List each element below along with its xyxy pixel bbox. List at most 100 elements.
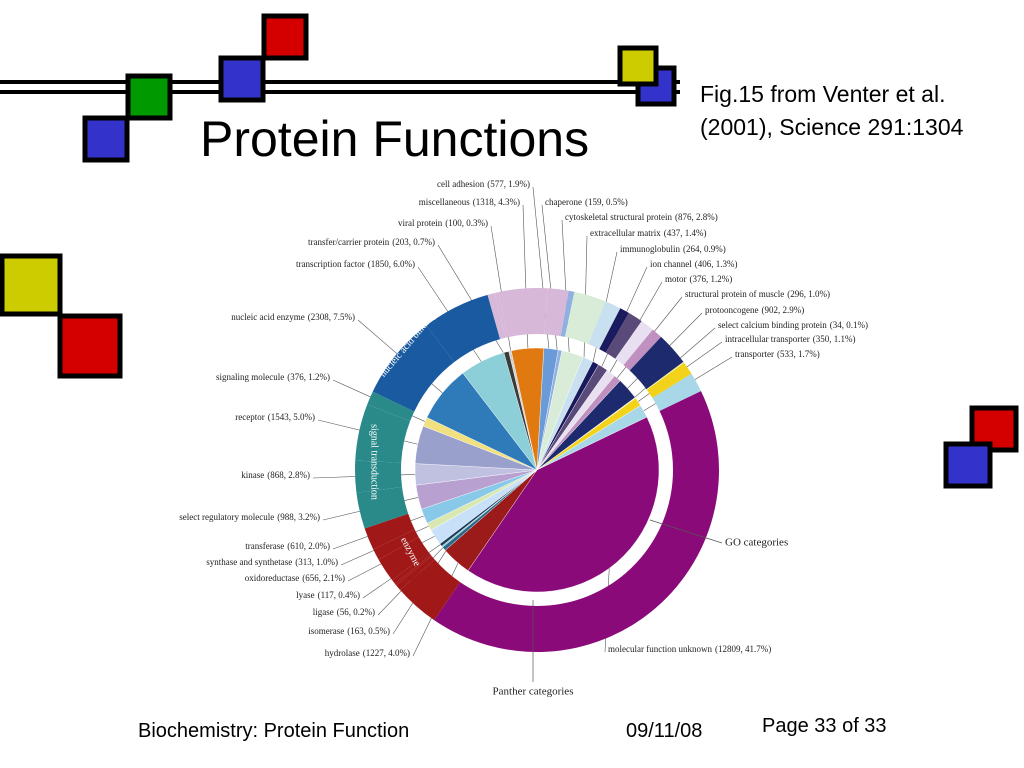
slice-value-label: (876, 2.8%) — [675, 212, 718, 222]
annotation: GO categories — [725, 537, 788, 549]
slice-value-label: (313, 1.0%) — [295, 557, 338, 567]
slice-value-label: (264, 0.9%) — [683, 244, 726, 254]
slice-name: chaperone — [545, 197, 582, 207]
slice-name: select calcium binding protein — [718, 320, 827, 330]
slice-label: ligase (56, 0.2%) — [313, 607, 375, 617]
pie-slice — [536, 347, 559, 471]
slice-label: motor (376, 1.2%) — [665, 274, 732, 284]
slice-value-label: (577, 1.9%) — [487, 179, 530, 189]
slice-label: intracellular transporter (350, 1.1%) — [725, 334, 855, 344]
slice-name: kinase — [241, 470, 264, 480]
ring-segment — [396, 556, 435, 590]
ring-segment — [434, 391, 720, 653]
ring-segment — [599, 308, 629, 353]
slice-label: isomerase (163, 0.5%) — [308, 626, 390, 636]
ring-segment — [615, 321, 653, 366]
slice-label: select calcium binding protein (34, 0.1%) — [718, 320, 868, 330]
ring-segment — [652, 373, 701, 412]
slice-value-label: (1850, 6.0%) — [368, 259, 415, 269]
slice-value-label: (376, 1.2%) — [287, 372, 330, 382]
slice-label: molecular function unknown (12809, 41.7%) — [608, 644, 771, 654]
ring-segment — [356, 486, 409, 529]
slice-label: cytoskeletal structural protein (876, 2.8… — [565, 212, 718, 222]
slice-value-label: (610, 2.0%) — [287, 541, 330, 551]
ring-segment — [629, 336, 684, 390]
leader-line — [522, 204, 529, 359]
slice-value-label: (163, 0.5%) — [347, 626, 390, 636]
slice-label: oxidoreductase (656, 2.1%) — [245, 573, 345, 583]
slice-value-label: (1227, 4.0%) — [363, 648, 410, 658]
slice-name: miscellaneous — [419, 197, 470, 207]
slice-value-label: (376, 1.2%) — [690, 274, 733, 284]
slice-label: select regulatory molecule (988, 3.2%) — [179, 512, 320, 522]
slice-label: protooncogene (902, 2.9%) — [705, 305, 804, 315]
slice-name: oxidoreductase — [245, 573, 299, 583]
slice-value-label: (533, 1.7%) — [777, 349, 820, 359]
slice-value-label: (437, 1.4%) — [664, 228, 707, 238]
slice-label: transcription factor (1850, 6.0%) — [296, 259, 415, 269]
footer-left: Biochemistry: Protein Function — [138, 720, 410, 742]
slice-name: receptor — [235, 412, 264, 422]
slice-value-label: (203, 0.7%) — [392, 237, 435, 247]
annotation: Panther categories — [493, 686, 574, 698]
slice-name: motor — [665, 274, 687, 284]
title: Protein Functions — [200, 111, 590, 167]
slice-value-label: (12809, 41.7%) — [715, 644, 771, 654]
footer-page: Page 33 of 33 — [762, 715, 887, 737]
slice-value-label: (34, 0.1%) — [830, 320, 868, 330]
ring-segment — [373, 529, 419, 560]
slice-label: transfer/carrier protein (203, 0.7%) — [308, 237, 435, 247]
slice-name: nucleic acid enzyme — [231, 312, 304, 322]
slice-name: synthase and synthetase — [206, 557, 292, 567]
slice-label: cell adhesion (577, 1.9%) — [437, 179, 530, 189]
slice-value-label: (1318, 4.3%) — [473, 197, 520, 207]
slice-name: signaling molecule — [216, 372, 284, 382]
slice-value-label: (656, 2.1%) — [302, 573, 345, 583]
slice-label: hydrolase (1227, 4.0%) — [325, 648, 410, 658]
slice-label: transporter (533, 1.7%) — [735, 349, 820, 359]
ring-segment — [355, 460, 403, 493]
slice-name: viral protein — [398, 218, 443, 228]
slice-label: kinase (868, 2.8%) — [241, 470, 310, 480]
slice-name: isomerase — [308, 626, 344, 636]
ring-segment — [564, 291, 606, 345]
slice-value-label: (117, 0.4%) — [318, 590, 360, 600]
slice-value-label: (2308, 7.5%) — [308, 312, 355, 322]
slice-value-label: (296, 1.0%) — [787, 289, 830, 299]
slice-name: transfer/carrier protein — [308, 237, 390, 247]
ring-segment — [646, 361, 685, 390]
slice-value-label: (56, 0.2%) — [337, 607, 375, 617]
caption: Fig.15 from Venter et al. (2001), Scienc… — [700, 81, 964, 140]
slice-name: cytoskeletal structural protein — [565, 212, 672, 222]
ring-segment — [378, 537, 429, 581]
slice-name: hydrolase — [325, 648, 360, 658]
ring-segment — [588, 301, 621, 350]
leader-line — [541, 204, 559, 361]
slice-name: intracellular transporter — [725, 334, 810, 344]
slice-label: ion channel (406, 1.3%) — [650, 259, 738, 269]
slice-label: signaling molecule (376, 1.2%) — [216, 372, 330, 382]
slice-label: receptor (1543, 5.0%) — [235, 412, 315, 422]
slice-name: extracellular matrix — [590, 228, 661, 238]
slice-label: miscellaneous (1318, 4.3%) — [419, 197, 520, 207]
slice-label: viral protein (100, 0.3%) — [398, 218, 488, 228]
slice-value-label: (988, 3.2%) — [277, 512, 320, 522]
ring-segment — [394, 554, 432, 586]
slice-value-label: (159, 0.5%) — [585, 197, 628, 207]
ring-label: signal transduction — [369, 424, 380, 500]
slice-name: ligase — [313, 607, 334, 617]
ring-segment — [623, 329, 662, 371]
annotation-line — [649, 519, 723, 544]
slice-name: transferase — [245, 541, 284, 551]
slice-name: transporter — [735, 349, 774, 359]
slice-name: lyase — [296, 590, 315, 600]
slice-label: lyase (117, 0.4%) — [296, 590, 360, 600]
footer-date: 09/11/08 — [626, 720, 703, 742]
slice-label: synthase and synthetase (313, 1.0%) — [206, 557, 338, 567]
ring-segment — [494, 292, 509, 338]
slice-value-label: (406, 1.3%) — [695, 259, 738, 269]
slice-label: nucleic acid enzyme (2308, 7.5%) — [231, 312, 355, 322]
